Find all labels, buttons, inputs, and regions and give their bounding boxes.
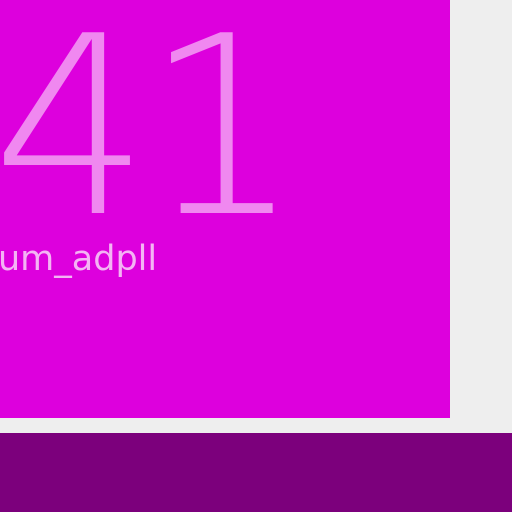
tile-card[interactable]: 41 um_adpll xyxy=(0,0,450,418)
bottom-bar[interactable] xyxy=(0,433,512,512)
tile-label: um_adpll xyxy=(0,239,158,279)
tile-number: 41 xyxy=(0,0,302,272)
